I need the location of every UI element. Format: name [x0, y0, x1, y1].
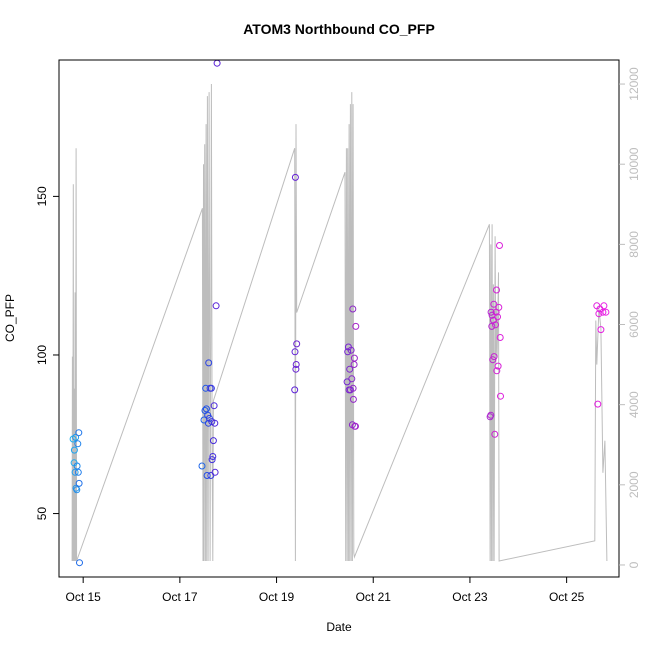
- data-point: [487, 411, 495, 419]
- plot-area: [69, 59, 610, 567]
- axes: Oct 15 Oct 17 Oct 19 Oct 21 Oct 23 Oct 25 50 10…: [35, 67, 641, 604]
- data-point: [211, 419, 219, 427]
- data-point: [349, 384, 357, 392]
- data-point: [75, 479, 83, 487]
- y2-tick-label: 6000: [627, 311, 641, 338]
- data-point: [497, 392, 504, 400]
- x-tick-label: Oct 21: [356, 590, 392, 604]
- data-point: [600, 302, 608, 310]
- data-point: [76, 559, 83, 567]
- data-point: [74, 440, 82, 448]
- y2-tick-label: 0: [627, 561, 641, 568]
- data-point: [494, 362, 502, 370]
- x-tick-label: Oct 15: [65, 590, 101, 604]
- data-point: [347, 346, 355, 354]
- y-axis-label: CO_PFP: [3, 294, 17, 342]
- data-point: [211, 468, 219, 476]
- data-point: [594, 400, 602, 408]
- data-point: [344, 348, 352, 356]
- data-point: [487, 308, 495, 316]
- data-point: [348, 375, 356, 383]
- data-point: [202, 405, 210, 413]
- x-tick-label: Oct 19: [259, 590, 295, 604]
- data-point: [491, 430, 499, 438]
- data-point: [73, 486, 81, 494]
- data-point: [291, 173, 299, 181]
- data-point: [72, 433, 80, 441]
- data-point: [597, 326, 605, 334]
- data-point: [343, 378, 351, 386]
- data-point: [349, 305, 357, 313]
- x-tick-label: Oct 17: [162, 590, 198, 604]
- data-point: [205, 359, 213, 367]
- plot-frame: [58, 59, 620, 578]
- data-point: [496, 334, 504, 341]
- x-axis-label: Date: [326, 620, 352, 634]
- x-tick-label: Oct 23: [452, 590, 488, 604]
- data-point: [490, 353, 498, 361]
- y-tick-label: 50: [35, 507, 49, 521]
- data-point: [75, 429, 83, 437]
- data-point: [73, 462, 81, 470]
- y-tick-label: 150: [35, 186, 49, 206]
- data-point: [210, 402, 218, 410]
- data-point: [350, 354, 358, 362]
- data-point: [207, 384, 215, 392]
- x-tick-label: Oct 25: [549, 590, 585, 604]
- data-point: [495, 303, 503, 311]
- data-point: [291, 386, 299, 394]
- data-point: [292, 365, 300, 373]
- data-point: [496, 242, 503, 249]
- data-point: [71, 468, 79, 476]
- data-point: [208, 456, 216, 464]
- data-point: [488, 322, 496, 330]
- data-point: [489, 356, 497, 364]
- data-point: [602, 308, 610, 316]
- y2-tick-label: 8000: [627, 231, 641, 258]
- data-point: [599, 308, 607, 316]
- data-point: [291, 348, 299, 356]
- data-point: [74, 468, 82, 476]
- data-point: [209, 453, 217, 460]
- data-point: [292, 361, 300, 368]
- y-tick-label: 100: [35, 345, 49, 365]
- data-point: [494, 313, 501, 321]
- data-point: [490, 300, 498, 308]
- y2-tick-label: 10000: [627, 147, 641, 181]
- data-point: [346, 365, 354, 373]
- y2-tick-label: 2000: [627, 471, 641, 498]
- chart-title: ATOM3 Northbound CO_PFP: [243, 21, 435, 37]
- data-point: [70, 446, 78, 454]
- y2-tick-label: 4000: [627, 391, 641, 418]
- data-point: [493, 286, 500, 294]
- data-point: [203, 472, 211, 479]
- data-point: [352, 322, 360, 330]
- data-point: [595, 310, 603, 318]
- altitude-line: [71, 83, 608, 562]
- data-point: [349, 395, 357, 403]
- data-point: [493, 367, 501, 375]
- data-point: [293, 340, 301, 348]
- data-point: [492, 321, 499, 329]
- data-point: [198, 462, 206, 470]
- data-point: [352, 422, 359, 430]
- data-point: [212, 302, 220, 310]
- y2-tick-label: 12000: [627, 67, 641, 101]
- data-point: [209, 437, 217, 445]
